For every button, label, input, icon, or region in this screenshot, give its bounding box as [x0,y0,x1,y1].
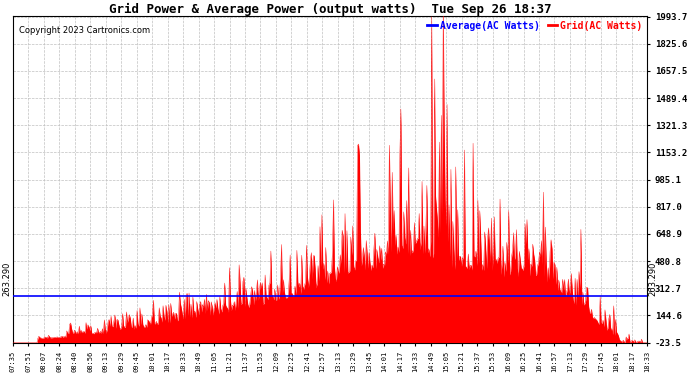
Text: Copyright 2023 Cartronics.com: Copyright 2023 Cartronics.com [19,26,150,34]
Title: Grid Power & Average Power (output watts)  Tue Sep 26 18:37: Grid Power & Average Power (output watts… [109,3,551,16]
Text: 263.290: 263.290 [649,262,658,296]
Legend: Average(AC Watts), Grid(AC Watts): Average(AC Watts), Grid(AC Watts) [427,21,642,31]
Text: 263.290: 263.290 [3,262,12,296]
